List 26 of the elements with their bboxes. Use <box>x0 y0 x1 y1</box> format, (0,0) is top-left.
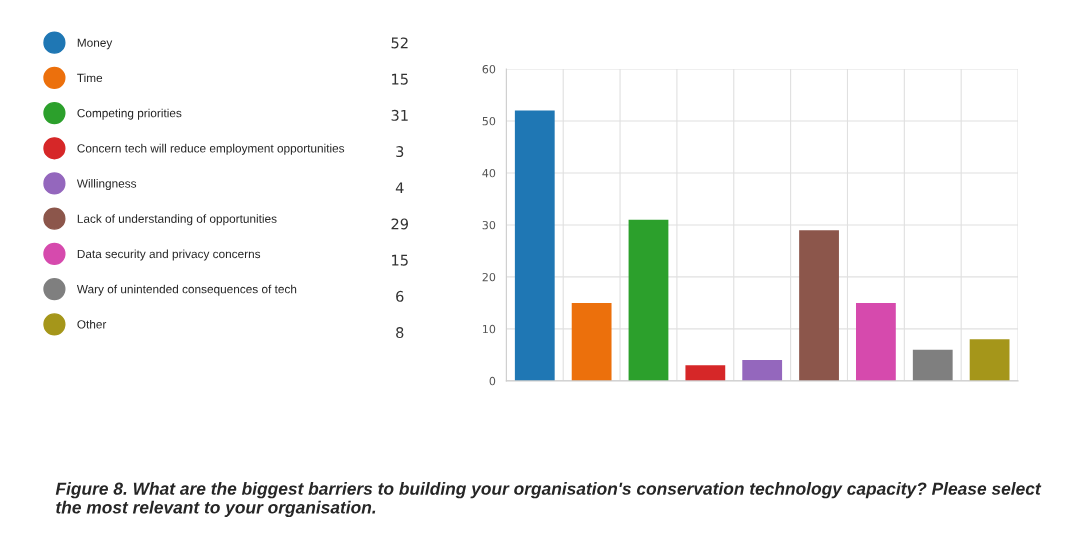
text: 31 <box>391 109 408 121</box>
legend-label: Data security and privacy concerns <box>77 249 261 261</box>
legend-label: Lack of understanding of opportunities <box>77 214 277 226</box>
y-tick-label: 30 <box>482 220 496 230</box>
legend-label: Time <box>77 73 103 83</box>
legend-label: Concern tech will reduce employment opportunities <box>77 143 345 155</box>
legend-label: Willingness <box>76 179 137 191</box>
text: 52 <box>391 37 408 49</box>
legend-label: Wary of unintended consequences of tech <box>76 284 297 296</box>
text: 8 <box>396 327 404 339</box>
text: 15 <box>392 254 408 266</box>
y-tick-label: 60 <box>482 64 496 74</box>
legend-label: Other <box>77 319 107 329</box>
text: 4 <box>395 182 404 194</box>
y-tick-label: 20 <box>482 272 496 282</box>
y-tick-label: 40 <box>482 168 496 178</box>
text: 6 <box>396 290 404 302</box>
legend-label: Money <box>77 38 113 50</box>
y-tick-label: 10 <box>483 324 496 334</box>
text: 29 <box>391 218 408 230</box>
text: 3 <box>396 146 404 158</box>
text: 15 <box>392 73 408 85</box>
legend-label: Competing priorities <box>77 108 182 120</box>
y-tick-label: 0 <box>489 376 496 386</box>
y-tick-label: 50 <box>482 116 496 126</box>
text: Figure 8. What are the biggest barriers to building your organisation's conservation technology capacity? Please select the most relevant to your organisation. <box>55 482 1042 517</box>
